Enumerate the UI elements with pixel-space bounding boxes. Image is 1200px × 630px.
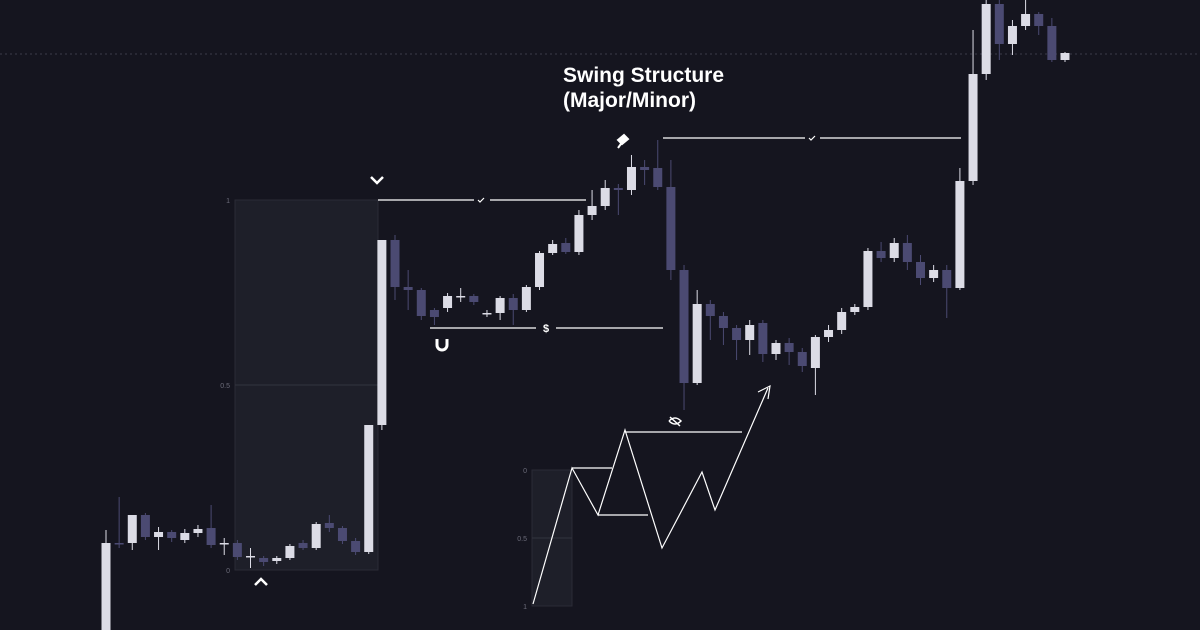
candle-body xyxy=(1034,14,1044,26)
candle-body xyxy=(994,4,1004,44)
candle-body xyxy=(429,310,439,317)
fib-label: 0.5 xyxy=(517,536,527,543)
candle-body xyxy=(1060,53,1070,60)
eye-off-icon xyxy=(668,416,683,427)
candle-body xyxy=(653,168,663,187)
candle-body xyxy=(403,287,413,290)
candle-body xyxy=(666,187,676,270)
candles xyxy=(101,0,1070,630)
candle-body xyxy=(232,543,242,557)
candle-body xyxy=(127,515,137,543)
candle-body xyxy=(324,523,334,528)
check-icon xyxy=(477,197,485,203)
chevron-down xyxy=(370,176,384,185)
candle-body xyxy=(797,352,807,366)
candle-body xyxy=(876,251,886,258)
candle-body xyxy=(942,270,952,288)
liquidity-label: $ xyxy=(543,323,549,335)
fib-label: 0.5 xyxy=(220,383,230,390)
candle-body xyxy=(705,304,715,316)
arrow-head xyxy=(757,384,771,400)
candle-body xyxy=(626,167,636,190)
candle-body xyxy=(574,215,584,252)
fib-label: 0 xyxy=(523,468,527,475)
candle-body xyxy=(692,304,702,383)
candle-body xyxy=(915,262,925,278)
annotations xyxy=(254,135,961,605)
chart-subtitle: (Major/Minor) xyxy=(563,89,696,112)
candle-body xyxy=(206,528,216,545)
candle-body xyxy=(101,543,111,630)
candle-body xyxy=(587,206,597,215)
chevron-up xyxy=(254,577,268,586)
candle-body xyxy=(745,325,755,340)
fib-label: 1 xyxy=(523,604,527,611)
candle-body xyxy=(272,558,282,561)
candle-body xyxy=(298,543,308,548)
candle-body xyxy=(758,323,768,354)
candle-body xyxy=(929,270,939,278)
candle-body xyxy=(784,343,794,352)
candle-body xyxy=(902,243,912,262)
candle-body xyxy=(810,337,820,368)
candle-body xyxy=(508,298,518,310)
candle-body xyxy=(600,188,610,206)
hammer-icon xyxy=(616,133,630,149)
candle-body xyxy=(140,515,150,537)
candle-body xyxy=(482,313,492,315)
chart-title: Swing Structure xyxy=(563,64,724,87)
candle-body xyxy=(219,543,229,545)
candle-body xyxy=(521,287,531,310)
candle-body xyxy=(955,181,965,288)
candle-body xyxy=(640,167,650,170)
candle-body xyxy=(167,532,177,538)
candle-body xyxy=(548,244,558,253)
zigzag xyxy=(532,387,769,605)
magnet-icon xyxy=(435,339,449,352)
candle-body xyxy=(1047,26,1057,60)
candle-body xyxy=(390,240,400,287)
candle-body xyxy=(824,330,834,337)
candle-body xyxy=(1021,14,1031,26)
candle-body xyxy=(837,312,847,330)
candle-body xyxy=(1007,26,1017,44)
candle-body xyxy=(535,253,545,287)
candle-body xyxy=(495,298,505,313)
candle-body xyxy=(718,316,728,328)
candle-body xyxy=(981,4,991,74)
candle-body xyxy=(443,296,453,308)
check-icon xyxy=(808,135,816,141)
candle-body xyxy=(351,541,361,552)
candle-body xyxy=(416,290,426,316)
candle-body xyxy=(469,296,479,302)
candle-body xyxy=(193,529,203,533)
candle-body xyxy=(863,251,873,307)
candle-body xyxy=(114,543,124,545)
candle-body xyxy=(364,425,374,552)
candle-body xyxy=(259,558,269,562)
candle-body xyxy=(732,328,742,340)
fib-label: 1 xyxy=(226,198,230,205)
candle-body xyxy=(679,270,689,383)
candle-body xyxy=(311,524,321,548)
candle-body xyxy=(377,240,387,425)
candle-body xyxy=(561,243,571,252)
candle-body xyxy=(889,243,899,258)
candle-body xyxy=(337,528,347,541)
candle-body xyxy=(613,188,623,190)
candle-body xyxy=(456,296,466,298)
candle-body xyxy=(154,532,164,537)
candle-body xyxy=(771,343,781,354)
candle-body xyxy=(180,533,190,540)
candle-body xyxy=(850,307,860,312)
candle-body xyxy=(968,74,978,181)
candle-body xyxy=(246,556,256,558)
candle-body xyxy=(285,546,295,558)
fib-label: 0 xyxy=(226,568,230,575)
